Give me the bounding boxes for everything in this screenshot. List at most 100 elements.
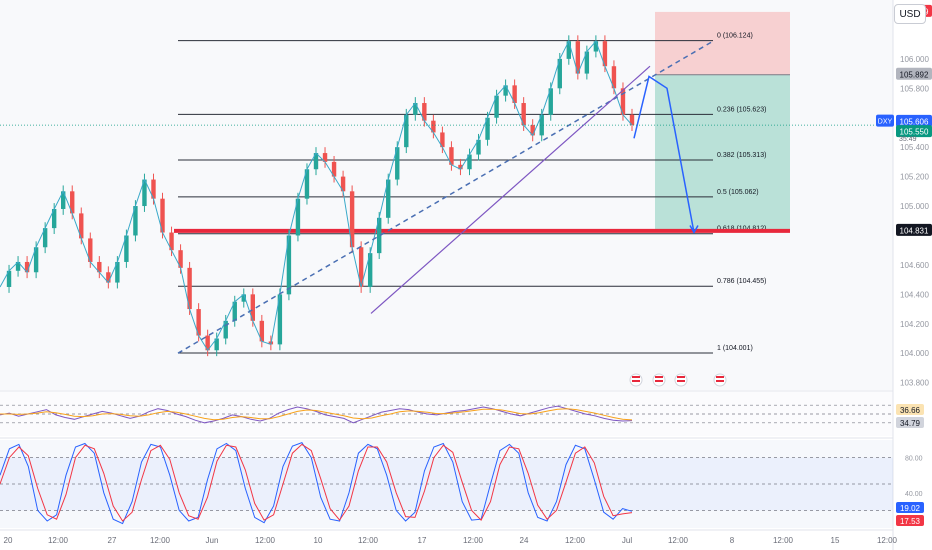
time-axis-tick: 20 <box>4 536 13 545</box>
candle-body <box>593 41 599 52</box>
candle-body <box>503 85 508 96</box>
stoch-k-line <box>0 441 633 525</box>
candle-body <box>566 41 571 59</box>
fib-level-label: 0.236 (105.623) <box>717 106 766 113</box>
time-axis-tick: 17 <box>418 536 427 545</box>
bar-countdown: 35:49 <box>899 136 917 143</box>
candle-body <box>169 232 174 251</box>
us-flag-stripe <box>632 376 640 378</box>
rising-trendline[interactable] <box>370 65 651 314</box>
price-badge-label: 104.831 <box>900 226 929 235</box>
candle-body <box>259 320 265 342</box>
price-scale-tick: 104.200 <box>900 320 929 329</box>
candle-body <box>485 117 490 140</box>
time-axis-tick: Jun <box>206 536 219 545</box>
us-flag-stripe <box>716 380 724 382</box>
dashed-trendline[interactable] <box>177 40 714 354</box>
fib-level-label: 0.5 (105.062) <box>717 189 759 196</box>
symbol-label: DXY <box>878 119 893 126</box>
candle-body <box>530 125 535 136</box>
fib-level-label: 0.786 (104.455) <box>717 278 766 285</box>
price-line <box>0 39 633 352</box>
candle-body <box>142 179 147 207</box>
candle-body <box>97 261 102 273</box>
price-scale-tick: 106.000 <box>900 55 929 64</box>
candle-body <box>440 132 445 148</box>
stoch-scale-tick: 80.00 <box>905 456 923 463</box>
candle-body <box>404 114 409 148</box>
take-profit-zone[interactable] <box>655 74 790 231</box>
candle-body <box>79 213 84 239</box>
time-axis-tick: 12:00 <box>463 536 484 545</box>
candle-body <box>70 191 75 214</box>
time-axis-tick: 27 <box>108 536 117 545</box>
time-axis-tick: Jul <box>622 536 632 545</box>
candle-body <box>178 250 183 268</box>
candle-body <box>51 208 57 229</box>
candle-body <box>322 153 328 162</box>
candle-body <box>467 154 472 170</box>
candle-body <box>6 270 12 287</box>
time-axis-tick: 10 <box>314 536 323 545</box>
currency-button[interactable]: USD <box>894 4 926 24</box>
time-axis-tick: 12:00 <box>773 536 794 545</box>
price-badge <box>896 125 932 138</box>
candle-body <box>151 179 156 199</box>
time-axis-tick: 12:00 <box>48 536 69 545</box>
candle-body <box>367 253 373 287</box>
candle-body <box>160 198 165 233</box>
candle-body <box>24 261 30 273</box>
candle-body <box>223 320 228 339</box>
candle-body <box>458 164 463 170</box>
candle-body <box>214 338 219 351</box>
us-flag-stripe <box>677 380 685 382</box>
candle-body <box>575 41 581 74</box>
candle-body <box>340 176 346 192</box>
candle-body <box>584 51 590 74</box>
candle-body <box>349 191 355 248</box>
candle-body <box>494 95 499 118</box>
candle-body <box>88 238 93 262</box>
time-axis-tick: 12:00 <box>255 536 276 545</box>
candle-body <box>611 66 617 89</box>
us-flag-stripe <box>655 376 663 378</box>
price-badge-label: 105.550 <box>900 128 929 137</box>
time-axis-tick: 12:00 <box>668 536 689 545</box>
projected-path[interactable] <box>633 75 695 233</box>
time-axis-tick: 15 <box>831 536 840 545</box>
candle-body <box>413 103 418 115</box>
candle-body <box>286 235 292 295</box>
fib-level-label: 0 (106.124) <box>717 33 753 40</box>
candle-body <box>133 206 138 236</box>
us-flag-stripe <box>677 376 685 378</box>
symbol-badge <box>876 114 894 127</box>
price-badge <box>896 114 932 127</box>
candle-body <box>196 309 201 336</box>
us-flag-stripe <box>716 376 724 378</box>
candle-body <box>395 147 400 180</box>
price-scale-tick: 104.400 <box>900 290 929 299</box>
candle-body <box>313 153 319 170</box>
price-badge-label: 105.892 <box>900 70 929 79</box>
candle-body <box>377 217 382 254</box>
stoch-badge <box>896 502 924 513</box>
candle-body <box>422 103 427 121</box>
candle-body <box>557 58 562 89</box>
stoch-badge-label: 19.02 <box>900 504 921 513</box>
candle-body <box>548 88 553 115</box>
candle-body <box>358 247 364 287</box>
price-badge-label: 105.606 <box>900 117 929 126</box>
candle-body <box>187 267 192 310</box>
stoch-badge-label: 17.53 <box>900 517 921 526</box>
us-flag-stripe <box>655 380 663 382</box>
price-scale-tick: 105.800 <box>900 84 929 93</box>
candle-body <box>386 179 391 218</box>
rsi-badge <box>896 404 924 415</box>
candle-body <box>241 294 246 302</box>
candle-body <box>476 139 481 155</box>
candle-body <box>449 147 454 165</box>
candle-body <box>33 247 39 273</box>
stop-loss-zone[interactable] <box>655 11 790 75</box>
